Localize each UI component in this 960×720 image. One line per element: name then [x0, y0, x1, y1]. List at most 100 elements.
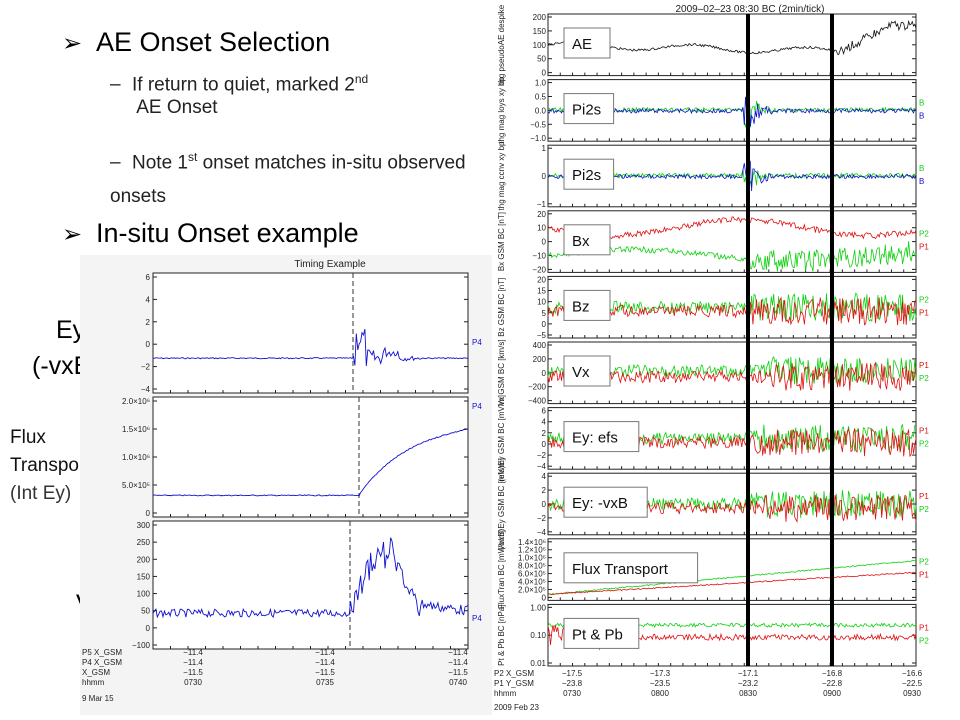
- main-y-axis-label: Bx GSM BC [nT]: [497, 212, 506, 271]
- timing-panel-frame: [152, 396, 469, 518]
- main-tick-label: 1: [542, 144, 547, 153]
- main-series-line: [547, 571, 917, 596]
- panel-tag-label: Pt & Pb: [572, 626, 623, 643]
- main-footer-value: −17.3: [650, 669, 671, 678]
- main-footer-value: −17.1: [738, 669, 759, 678]
- main-tick-label: 1.00: [530, 603, 546, 612]
- bullet-ae-onset: ➢ AE Onset Selection: [62, 27, 331, 57]
- timing-tick-label: 1.0×10⁶: [122, 453, 150, 462]
- main-tick-label: 1.2×10⁶: [518, 546, 546, 555]
- panel-tag: Ey: efs: [563, 421, 640, 453]
- panel-tag-box: [563, 486, 648, 518]
- timing-series-line: [152, 428, 469, 497]
- main-y-axis-label: thg mag ccnv xy bp: [497, 141, 506, 210]
- main-y-axis-label: Vx GSM BC [km/s]: [497, 339, 506, 406]
- main-tick-label: 0: [542, 500, 547, 509]
- panel-tag-box: [563, 224, 611, 256]
- panel-tag-box: [563, 355, 611, 387]
- label-flux: Flux: [10, 427, 46, 448]
- main-tick-label: −4: [537, 528, 547, 537]
- timing-footer-label: P5 X_GSM: [82, 648, 122, 657]
- timing-tick-label: 5.0×10⁵: [122, 481, 150, 490]
- timing-tick-label: 300: [137, 521, 151, 530]
- main-tick-label: 4: [542, 418, 547, 427]
- main-probe-label: P2: [919, 558, 929, 567]
- timing-tick-label: 2.0×10⁶: [122, 397, 150, 406]
- main-probe-label: P2: [919, 439, 929, 448]
- main-probe-label: B: [919, 164, 924, 173]
- timing-tick-label: 0: [146, 509, 151, 518]
- main-tick-label: 50: [537, 55, 546, 64]
- main-footer-value: −16.6: [902, 669, 923, 678]
- main-tick-label: −4: [537, 462, 547, 471]
- panel-tag-label: Bz: [572, 298, 590, 315]
- main-footer-value: 0800: [651, 689, 669, 698]
- main-tick-label: 10: [537, 224, 546, 233]
- main-tick-label: 0: [542, 369, 547, 378]
- main-footer-value: −17.5: [562, 669, 583, 678]
- timing-footer-value: −11.4: [315, 658, 335, 667]
- main-tick-label: 0.10: [530, 631, 546, 640]
- panel-tag-label: Ey: efs: [572, 430, 618, 447]
- main-tick-label: 0: [542, 172, 547, 181]
- main-tick-label: −1: [537, 200, 547, 209]
- timing-probe-label: P4: [472, 402, 482, 411]
- main-footer-value: 0900: [823, 689, 841, 698]
- panel-tag-box: [563, 421, 640, 453]
- main-footer-date: 2009 Feb 23: [494, 703, 539, 712]
- timing-footer-value: −11.4: [315, 648, 335, 657]
- main-tick-label: 2: [542, 429, 547, 438]
- main-tick-label: 100: [533, 41, 547, 50]
- main-footer-value: 0930: [903, 689, 921, 698]
- timing-footer-date: 9 Mar 15: [82, 694, 114, 703]
- main-probe-label: P1: [919, 308, 929, 317]
- main-chart: 2009–02–23 08:30 BC (2min/tick) 20015010…: [492, 0, 960, 720]
- main-tick-label: 200: [533, 13, 547, 22]
- main-tick-label: 1.0×10⁶: [518, 554, 546, 563]
- main-tick-label: −200: [528, 383, 547, 392]
- timing-footer-value: −11.4: [448, 648, 468, 657]
- main-footer-value: 0830: [739, 689, 757, 698]
- arrow-bullet-icon: ➢: [62, 30, 83, 57]
- main-tick-label: 150: [533, 27, 547, 36]
- panel-tag: Bx: [563, 224, 611, 256]
- main-tick-label: 0.0: [535, 106, 547, 115]
- main-y-axis-label: thg mag loys xy bp: [497, 77, 506, 144]
- main-probe-label: P2: [919, 505, 929, 514]
- main-tick-label: 10: [537, 298, 546, 307]
- timing-footer-value: −11.5: [315, 668, 335, 677]
- main-tick-label: 8.0×10⁵: [518, 562, 546, 571]
- main-y-axis-label: (efs)Ey GSM BC [mV/m]: [497, 395, 506, 482]
- main-y-axis-label: FluxTran BC [mWb/m]: [497, 530, 506, 609]
- main-tick-label: 20: [537, 275, 546, 284]
- main-footer-value: −22.8: [822, 679, 843, 688]
- main-footer-label: hhmm: [494, 689, 517, 698]
- label-flux-transport: Transport: [10, 455, 91, 476]
- timing-tick-label: 0: [146, 340, 151, 349]
- main-probe-label: P2: [919, 636, 929, 645]
- timing-footer-value: −11.4: [183, 648, 203, 657]
- panel-tag: Vx: [563, 355, 611, 387]
- main-tick-label: 0.01: [530, 659, 546, 668]
- main-y-axis-label: Pt & Pb BC [nPa]: [497, 605, 506, 666]
- main-footer-label: P1 Y_GSM: [494, 679, 534, 688]
- main-tick-label: 0.5: [535, 93, 547, 102]
- timing-footer-label: hhmm: [82, 678, 105, 687]
- sub-bullet-return: – If return to quiet, marked 2nd AE Onset: [110, 72, 369, 119]
- timing-footer-value: 0735: [316, 678, 334, 687]
- panel-tag-label: Ey: -vxB: [572, 495, 628, 512]
- main-tick-label: −1.0: [530, 134, 546, 143]
- main-tick-label: 0: [542, 69, 547, 78]
- main-probe-label: B: [919, 177, 924, 186]
- main-footer-value: 0730: [563, 689, 581, 698]
- main-probe-label: P1: [919, 361, 929, 370]
- main-tick-label: 15: [537, 287, 546, 296]
- timing-tick-label: 1.5×10⁶: [122, 425, 150, 434]
- main-tick-label: 6: [542, 407, 547, 416]
- timing-panel-frame: [152, 272, 469, 394]
- panel-tag-box: [563, 27, 611, 59]
- main-y-axis-label: thg pseudoAE despike: [497, 4, 506, 85]
- main-title: 2009–02–23 08:30 BC (2min/tick): [676, 4, 825, 15]
- main-tick-label: −2: [537, 451, 547, 460]
- label-int-ey: (Int Ey): [10, 483, 72, 504]
